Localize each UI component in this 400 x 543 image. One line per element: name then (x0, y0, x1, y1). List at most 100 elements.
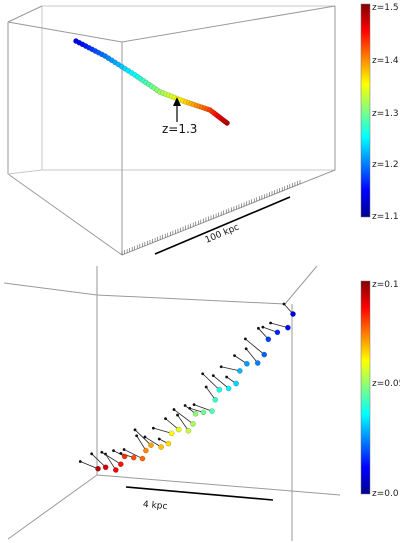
trajectory-point (102, 464, 109, 471)
trajectory-point (244, 360, 250, 367)
offset-endpoint (104, 452, 107, 456)
top-3d-view: z=1.3 100 kpc z=1.5 z=1.4 z=1.3 z=1.2 (7, 3, 399, 256)
offset-segment (270, 322, 289, 329)
trajectory-point (117, 461, 124, 467)
offset-endpoint (257, 326, 260, 330)
offset-endpoint (112, 449, 115, 453)
top-axis-ticks (121, 180, 301, 255)
offset-endpoint (90, 452, 94, 456)
colorbar-label-min: z=0.0 (372, 489, 399, 499)
box-edge-top-right (121, 5, 336, 43)
box-edge-left-top (3, 282, 98, 296)
offset-endpoint (176, 413, 179, 417)
scale-bar-line (154, 196, 291, 255)
trajectory-point (148, 442, 154, 448)
top-panel: z=1.3 100 kpc z=1.5 z=1.4 z=1.3 z=1.2 (0, 0, 400, 262)
offset-segment (165, 418, 179, 430)
offset-endpoint (151, 426, 155, 430)
trajectory-point (168, 430, 175, 437)
trajectory-point (209, 408, 215, 414)
annotation-arrow-head (173, 97, 181, 106)
offset-segment (153, 427, 172, 434)
offset-segment (173, 409, 194, 425)
box-edge-bottom-back (7, 169, 43, 175)
trajectory-point (95, 465, 101, 472)
colorbar-label-1: z=1.4 (372, 56, 399, 66)
offset-endpoint (133, 428, 137, 432)
trajectory-point (175, 426, 182, 433)
trajectory-point (216, 386, 223, 393)
offset-segment (205, 386, 216, 400)
offset-segment (245, 338, 265, 355)
bottom-panel: 4 kpc z=0.1 z=0.05 z=0.0 (0, 262, 400, 543)
bottom-trajectory (78, 302, 296, 473)
trajectory-point (224, 120, 230, 126)
trajectory-point (130, 454, 137, 461)
trajectory-point (265, 336, 272, 343)
top-trajectory (73, 38, 230, 126)
bottom-scale-bar: 4 kpc (125, 486, 274, 512)
trajectory-point (190, 421, 196, 427)
offset-endpoint (204, 385, 208, 389)
box-edge-top-left (7, 5, 43, 23)
offset-endpoint (78, 460, 82, 463)
box-edge-top-right (284, 265, 318, 305)
colorbar-label-3: z=1.2 (372, 160, 399, 170)
trajectory-point (200, 409, 207, 416)
colorbar-label-mid: z=0.05 (372, 379, 400, 389)
offset-endpoint (282, 302, 286, 306)
offset-endpoint (135, 434, 139, 438)
trajectory-point (165, 440, 172, 447)
offset-segment (136, 435, 147, 451)
trajectory-point (233, 380, 239, 387)
trajectory-point (139, 455, 146, 462)
offset-endpoint (172, 408, 176, 411)
colorbar-label-max: z=1.5 (372, 3, 399, 13)
annotation-label: z=1.3 (162, 122, 197, 136)
bottom-bounding-box (3, 265, 341, 541)
box-edge-top (96, 294, 286, 305)
trajectory-point (261, 351, 268, 358)
trajectory-point (185, 427, 192, 434)
colorbar-label-2: z=1.3 (372, 109, 399, 119)
box-edge-bottom-left (7, 474, 98, 540)
offset-segment (144, 436, 162, 448)
offset-endpoint (157, 437, 161, 441)
trajectory-point (237, 368, 243, 374)
trajectory-point (112, 467, 119, 473)
offset-segment (134, 429, 152, 446)
box-edge-bottom-front (7, 173, 123, 256)
box-edge-bottom-right (96, 474, 341, 496)
trajectory-point (121, 453, 128, 460)
offset-endpoint (243, 337, 247, 341)
bottom-colorbar: z=0.1 z=0.05 z=0.0 (360, 280, 400, 499)
offset-endpoint (244, 347, 248, 351)
offset-segment (245, 348, 259, 364)
box-edge-bottom-right (121, 169, 336, 256)
colorbar-label-max: z=0.1 (372, 280, 399, 290)
offset-endpoint (261, 325, 265, 329)
offset-segment (193, 404, 213, 412)
top-bounding-box (7, 5, 336, 256)
offset-endpoint (164, 417, 167, 421)
trajectory-point (225, 385, 232, 392)
trajectory-point (290, 311, 296, 317)
offset-endpoint (211, 374, 215, 378)
trajectory-point (143, 447, 149, 454)
offset-endpoint (219, 365, 223, 369)
trajectory-point (274, 329, 281, 336)
top-colorbar: z=1.5 z=1.4 z=1.3 z=1.2 z=1.1 (360, 3, 399, 222)
offset-endpoint (269, 321, 272, 325)
offset-endpoint (122, 448, 126, 451)
offset-segment (80, 461, 99, 470)
offset-endpoint (192, 403, 196, 407)
scale-bar-label: 4 kpc (143, 500, 168, 512)
offset-endpoint (233, 354, 236, 358)
colorbar-gradient (360, 280, 371, 495)
offset-endpoint (183, 404, 187, 407)
offset-segment (123, 449, 143, 459)
box-edge-top-front (7, 21, 123, 43)
trajectory-point (192, 410, 199, 417)
top-scale-bar: 100 kpc (154, 196, 291, 255)
top-annotation: z=1.3 (162, 97, 197, 136)
